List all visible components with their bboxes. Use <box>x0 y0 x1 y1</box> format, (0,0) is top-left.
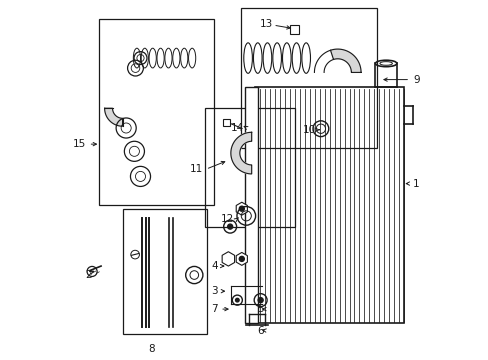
Text: 11: 11 <box>190 164 203 174</box>
Text: 12: 12 <box>220 215 233 224</box>
Text: 6: 6 <box>257 325 264 336</box>
Text: 3: 3 <box>210 286 217 296</box>
Text: 9: 9 <box>412 75 419 85</box>
Bar <box>255 87 403 323</box>
Ellipse shape <box>375 60 396 67</box>
Bar <box>241 8 376 148</box>
Text: 10: 10 <box>303 125 316 135</box>
Polygon shape <box>104 108 122 126</box>
Bar <box>122 209 206 334</box>
Text: 15: 15 <box>73 139 86 149</box>
Bar <box>245 87 258 323</box>
Bar <box>204 108 294 226</box>
Circle shape <box>235 298 239 302</box>
Circle shape <box>227 224 232 229</box>
Circle shape <box>239 256 244 261</box>
Text: 1: 1 <box>412 179 419 189</box>
Text: 14: 14 <box>231 123 244 133</box>
Text: 13: 13 <box>260 19 273 29</box>
Circle shape <box>239 206 244 211</box>
Text: 5: 5 <box>257 304 264 314</box>
Circle shape <box>258 298 263 303</box>
Bar <box>99 19 214 205</box>
Polygon shape <box>230 132 251 174</box>
Text: 4: 4 <box>210 261 217 271</box>
Text: 8: 8 <box>148 343 154 354</box>
FancyBboxPatch shape <box>223 120 230 126</box>
Text: 7: 7 <box>210 304 217 314</box>
Polygon shape <box>330 49 360 72</box>
Text: 2: 2 <box>85 270 92 280</box>
FancyBboxPatch shape <box>289 26 298 34</box>
